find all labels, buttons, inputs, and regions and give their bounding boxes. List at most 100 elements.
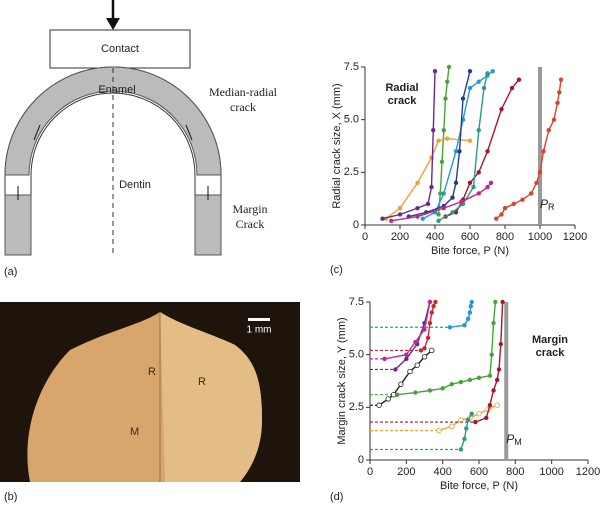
scale-bar — [248, 318, 270, 321]
data-point — [397, 205, 403, 211]
data-point — [425, 335, 431, 341]
data-point — [457, 149, 462, 154]
data-point — [491, 388, 496, 393]
data-point — [469, 411, 474, 416]
scale-label: 1 mm — [247, 325, 272, 336]
data-point — [427, 299, 433, 305]
data-point — [453, 149, 459, 154]
threshold-symbol: P — [540, 197, 548, 211]
data-point — [546, 127, 551, 133]
x-tick-label: 1200 — [576, 466, 600, 478]
crack-arrow — [33, 124, 41, 141]
y-tick-label: 7.5 — [349, 296, 364, 308]
x-tick-label: 200 — [391, 231, 409, 243]
data-point — [397, 212, 403, 217]
data-point — [467, 69, 473, 74]
data-point — [558, 77, 564, 82]
tooth-diagram: Contact Enamel Dentin Median-radial crac… — [4, 0, 278, 278]
data-point — [484, 415, 489, 421]
data-point — [429, 184, 434, 190]
annotation: Margin — [532, 334, 568, 346]
data-point — [493, 299, 498, 305]
data-point — [462, 436, 467, 442]
data-point — [490, 69, 495, 74]
data-point — [418, 348, 424, 353]
data-point — [500, 299, 505, 305]
x-tick-label: 800 — [506, 466, 524, 478]
x-tick-label: 400 — [433, 466, 451, 478]
data-point — [404, 356, 409, 362]
data-point — [436, 138, 441, 143]
y-tick-label: 0 — [358, 454, 364, 466]
data-point — [509, 85, 515, 91]
data-point — [485, 184, 490, 190]
data-point — [476, 79, 481, 84]
data-point — [476, 191, 481, 196]
data-point — [469, 299, 474, 305]
data-point — [385, 396, 391, 402]
x-tick-label: 0 — [362, 231, 368, 243]
data-point — [415, 180, 420, 186]
x-axis-label: Bite force, P (N) — [440, 480, 518, 492]
data-point — [502, 205, 508, 211]
data-point — [468, 304, 474, 309]
data-point — [445, 136, 450, 141]
data-point — [441, 191, 446, 196]
enamel-label: Enamel — [98, 84, 135, 96]
data-point — [489, 352, 494, 357]
margin-enamel-right — [194, 194, 222, 256]
data-point — [413, 390, 418, 395]
margin-label: Margin — [232, 202, 267, 216]
data-point — [431, 127, 436, 133]
data-point — [496, 367, 502, 372]
data-point — [494, 216, 499, 221]
threshold-label: PR — [540, 197, 555, 212]
data-point — [462, 322, 467, 328]
y-axis-label: Radial crack size, X (mm) — [331, 83, 343, 208]
photo-label: R — [198, 376, 206, 388]
data-point — [436, 212, 441, 217]
x-tick-label: 1000 — [539, 466, 563, 478]
x-tick-label: 800 — [496, 231, 514, 243]
data-point — [460, 96, 466, 101]
data-point — [465, 417, 471, 423]
data-point — [382, 356, 387, 362]
data-point — [520, 197, 525, 202]
annotation: crack — [388, 95, 418, 107]
data-point — [398, 381, 404, 387]
data-point — [393, 367, 398, 372]
data-point — [380, 216, 385, 221]
data-point — [390, 391, 397, 398]
x-tick-label: 0 — [367, 466, 373, 478]
data-point — [376, 402, 382, 408]
data-point — [429, 310, 434, 315]
y-tick-label: 5.0 — [344, 114, 359, 126]
data-point — [427, 388, 433, 393]
data-point — [494, 402, 500, 408]
data-point — [441, 127, 446, 133]
data-point — [389, 218, 394, 223]
data-point — [432, 69, 438, 74]
data-point — [459, 199, 464, 205]
data-point — [491, 320, 496, 326]
data-point — [420, 216, 425, 221]
panel-label: (a) — [4, 266, 17, 278]
data-point — [449, 381, 454, 387]
data-point — [541, 149, 546, 154]
data-point — [429, 347, 435, 354]
data-point — [498, 341, 503, 347]
x-tick-label: 400 — [426, 231, 444, 243]
annotation: crack — [536, 347, 566, 359]
data-point — [485, 71, 490, 76]
data-point — [407, 368, 413, 375]
x-tick-label: 200 — [397, 466, 415, 478]
threshold-label: PM — [506, 432, 522, 447]
data-point — [534, 180, 539, 186]
threshold-subscript: M — [514, 437, 522, 447]
data-point — [511, 201, 516, 207]
threshold-symbol: P — [506, 432, 514, 446]
annotation: Radial — [385, 82, 418, 94]
data-point — [487, 373, 493, 378]
x-tick-label: 1200 — [563, 231, 587, 243]
